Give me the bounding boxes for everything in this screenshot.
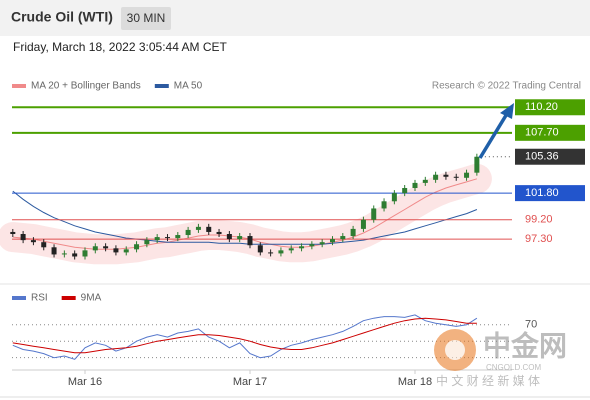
- candle: [175, 235, 181, 239]
- candle: [61, 253, 67, 255]
- legend-label: RSI: [31, 293, 48, 304]
- legend-swatch: [154, 84, 169, 88]
- legend-label: MA 20 + Bollinger Bands: [31, 81, 141, 92]
- x-tick-label: Mar 17: [233, 376, 267, 388]
- legend-label: MA 50: [174, 81, 203, 92]
- candle: [329, 239, 335, 243]
- candle: [474, 156, 480, 173]
- price-level-label: 99.20: [525, 214, 553, 226]
- candle: [113, 248, 119, 253]
- watermark-logo-inner: [445, 340, 465, 360]
- candle: [257, 245, 263, 253]
- candle: [92, 246, 98, 251]
- timeframe[interactable]: 30 MIN: [127, 11, 166, 25]
- x-tick-label: Mar 16: [68, 376, 102, 388]
- candle: [391, 193, 397, 202]
- price-level-label: 107.70: [525, 127, 559, 139]
- candle: [185, 229, 191, 236]
- legend-swatch: [12, 296, 26, 300]
- candle: [371, 208, 377, 220]
- legend-swatch: [61, 296, 76, 300]
- candle: [20, 234, 26, 241]
- candle: [422, 179, 428, 183]
- candle: [299, 246, 305, 249]
- candle: [51, 247, 57, 255]
- timeframe-badge[interactable]: [121, 7, 171, 30]
- candle: [402, 188, 408, 194]
- candle: [453, 176, 459, 178]
- candle: [72, 253, 78, 257]
- candle: [278, 250, 284, 254]
- legend-label: 9MA: [81, 293, 102, 304]
- candle: [30, 240, 36, 243]
- last-price-label: 105.36: [525, 151, 559, 163]
- instrument-title: Crude Oil (WTI): [11, 9, 113, 25]
- credit: Research © 2022 Trading Central: [432, 81, 581, 92]
- price-level-label: 97.30: [525, 233, 553, 245]
- candle: [103, 246, 109, 249]
- candle: [464, 172, 470, 178]
- candle: [433, 174, 439, 180]
- y-tick-label: 70: [525, 319, 537, 331]
- candle: [226, 234, 232, 240]
- candle: [237, 236, 243, 240]
- indicator-line: [12, 317, 477, 354]
- watermark-brand: 中金网: [483, 329, 567, 361]
- last-price-tag: [515, 148, 585, 165]
- candle: [381, 201, 387, 209]
- watermark-site: CNGOLD.COM: [486, 363, 541, 372]
- candle: [309, 244, 315, 247]
- forecast-arrow: [478, 111, 510, 159]
- candle: [154, 237, 160, 241]
- candle: [10, 231, 16, 235]
- candle: [206, 226, 212, 232]
- candle: [134, 244, 140, 250]
- watermark: 中金网 CNGOLD.COM 中 文 财 经 新 媒 体: [434, 329, 567, 388]
- moving-average-line: [12, 190, 478, 245]
- price-level-tag: [515, 185, 585, 202]
- legend-swatch: [12, 84, 26, 88]
- candle: [216, 231, 222, 235]
- indicator-line: [12, 314, 478, 360]
- candle: [340, 236, 346, 240]
- forecast-arrow-head: [500, 103, 514, 119]
- candle: [82, 250, 88, 257]
- header-bar: [0, 0, 590, 36]
- candle: [247, 236, 253, 246]
- candle: [360, 219, 366, 229]
- timestamp: Friday, March 18, 2022 3:05:44 AM CET: [13, 40, 228, 54]
- candle: [350, 228, 356, 237]
- candle: [123, 249, 129, 253]
- candle: [443, 174, 449, 177]
- candle: [41, 242, 47, 248]
- candle: [195, 226, 201, 230]
- candle: [412, 182, 418, 189]
- watermark-slogan: 中 文 财 经 新 媒 体: [436, 373, 540, 388]
- candle: [288, 248, 294, 251]
- candle: [268, 252, 274, 254]
- watermark-logo: [434, 329, 476, 371]
- candle: [319, 242, 325, 245]
- candle: [164, 237, 170, 239]
- price-level-tag: [515, 99, 585, 116]
- price-level-label: 101.80: [525, 187, 559, 199]
- price-level-label: 110.20: [525, 101, 558, 113]
- candle: [144, 240, 150, 245]
- price-level-tag: [515, 124, 585, 141]
- moving-average-line: [12, 178, 478, 250]
- x-tick-label: Mar 18: [398, 376, 432, 388]
